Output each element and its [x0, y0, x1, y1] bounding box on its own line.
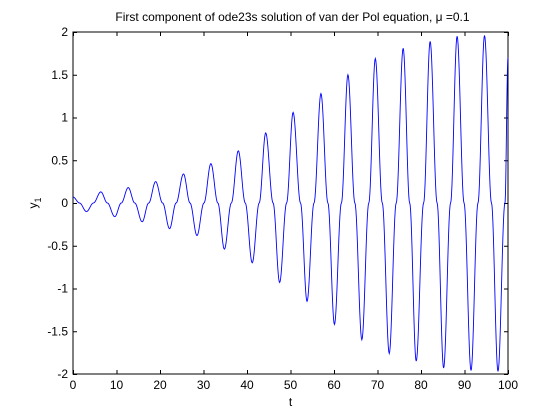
- x-tick-label: 100: [498, 378, 518, 392]
- y-tick-label: -0.5: [47, 239, 68, 253]
- y-tick-label: -1: [57, 282, 68, 296]
- y-axis-label-main: y: [26, 203, 40, 209]
- y-tick-label: -1.5: [47, 324, 68, 338]
- y-tick-label: 0.5: [51, 153, 68, 167]
- y-tick-label: 0: [61, 196, 68, 210]
- y-tick-label: 1.5: [51, 68, 68, 82]
- x-tick-label: 90: [458, 378, 472, 392]
- x-tick-label: 20: [153, 378, 167, 392]
- y-tick-label: 2: [61, 25, 68, 39]
- y-tick-label: 1: [61, 111, 68, 125]
- y-axis-label: y1: [26, 197, 43, 208]
- x-tick-label: 70: [371, 378, 385, 392]
- x-tick-label: 0: [70, 378, 77, 392]
- x-axis-label: t: [289, 395, 293, 409]
- x-tick-label: 10: [110, 378, 124, 392]
- x-tick-label: 60: [327, 378, 341, 392]
- x-tick-label: 80: [414, 378, 428, 392]
- series-line-1: [72, 35, 509, 372]
- plot-area: 0 10 20 30 40 50 60 70 80 90 100 -2 -1.5 -1 -0.5 0 0.5 1 1…: [26, 10, 518, 409]
- chart-title: First component of ode23s solution of va…: [115, 10, 469, 24]
- x-tick-label: 50: [284, 378, 298, 392]
- axes-box: [72, 31, 509, 375]
- x-tick-label: 40: [240, 378, 254, 392]
- x-tick-label: 30: [197, 378, 211, 392]
- y-axis-label-subscript: 1: [33, 197, 43, 202]
- y-tick-label: -2: [57, 367, 68, 381]
